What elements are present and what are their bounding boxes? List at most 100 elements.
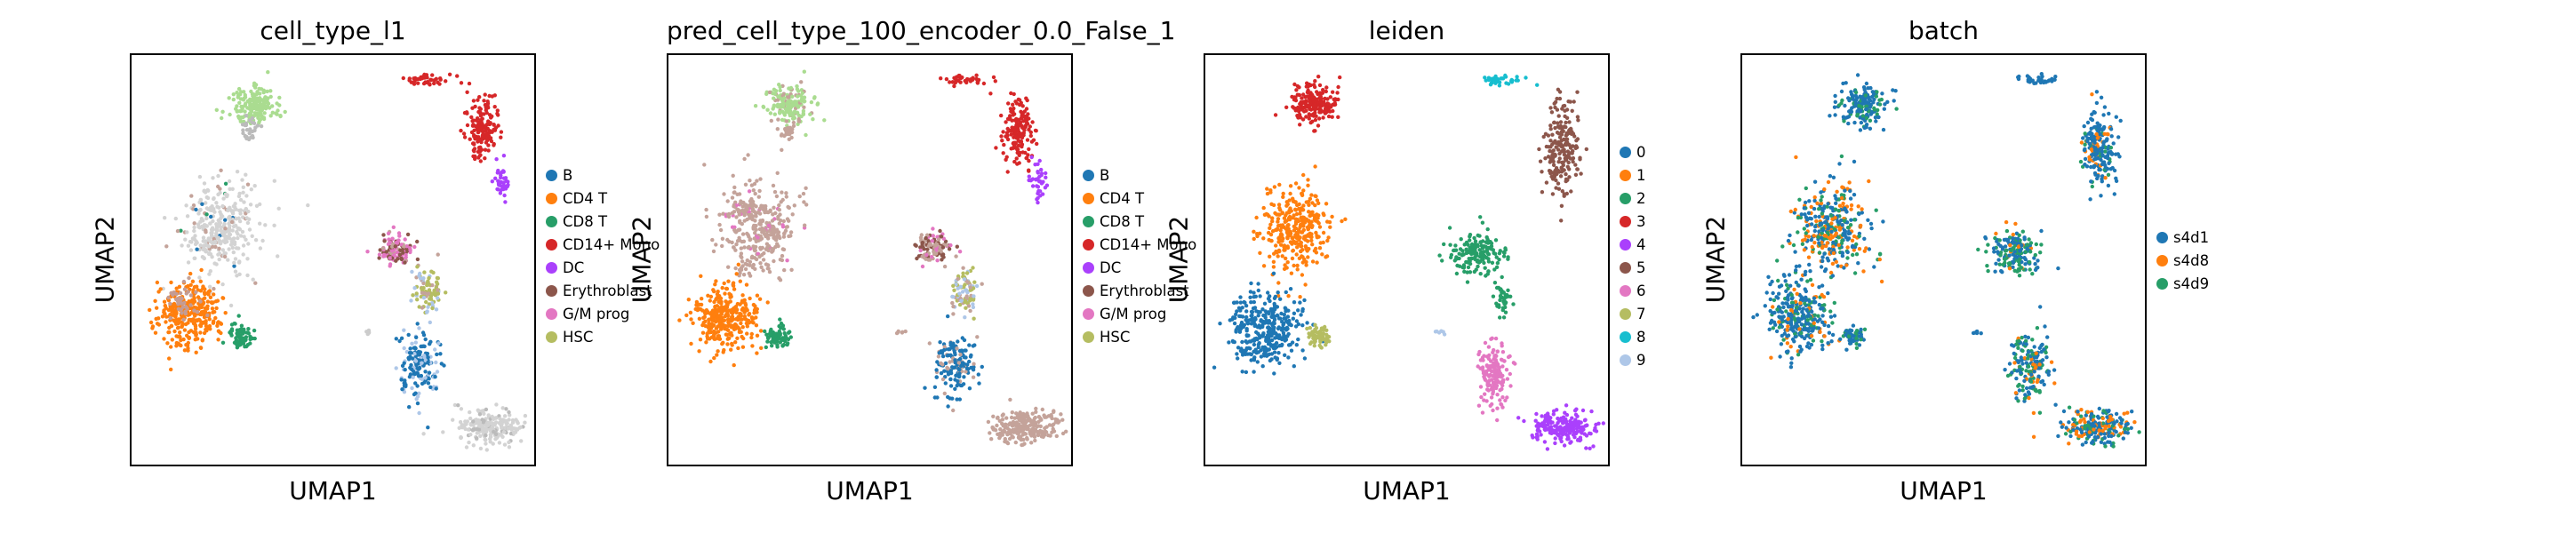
cell-point <box>192 256 196 260</box>
cell-point <box>480 128 484 133</box>
cell-point <box>1284 256 1288 261</box>
cell-point <box>249 89 253 94</box>
cell-point <box>1558 120 1564 124</box>
cell-point <box>747 189 752 194</box>
cell-point <box>1302 356 1308 361</box>
cell-point <box>764 332 769 337</box>
cell-point <box>1040 407 1044 412</box>
cell-point <box>1004 422 1008 427</box>
cell-point <box>1306 183 1310 187</box>
cell-point <box>1564 124 1568 130</box>
cell-point <box>967 359 972 364</box>
cell-point <box>410 269 414 274</box>
cell-point <box>735 336 740 340</box>
cell-point <box>967 386 972 391</box>
cell-point <box>1309 193 1314 197</box>
cell-point <box>190 279 196 283</box>
cell-point <box>946 372 951 377</box>
cell-point <box>1497 258 1501 262</box>
cell-point <box>994 146 998 150</box>
cell-point <box>215 204 220 209</box>
cell-point <box>702 163 707 167</box>
cell-point <box>725 342 730 346</box>
cell-point <box>920 264 925 269</box>
cell-point <box>971 375 976 379</box>
cell-point <box>708 298 712 303</box>
cell-point <box>1031 430 1036 435</box>
cell-point <box>1306 255 1310 259</box>
cell-point <box>475 431 479 435</box>
cell-point <box>776 230 781 235</box>
cell-point <box>1310 243 1315 247</box>
cell-point <box>396 231 402 235</box>
cell-point <box>1455 263 1460 268</box>
cell-point <box>932 250 936 254</box>
cell-point <box>788 99 793 104</box>
cell-point <box>1466 265 1471 270</box>
cell-point <box>417 365 422 370</box>
cell-point <box>507 410 511 415</box>
cell-point <box>519 439 524 443</box>
cell-point <box>467 440 471 445</box>
legend-label: CD14+ Mono <box>563 235 660 253</box>
cell-point <box>943 381 948 386</box>
cell-point <box>1292 311 1297 315</box>
cell-point <box>228 224 232 228</box>
cell-point <box>788 125 793 130</box>
cell-point <box>684 313 689 318</box>
cell-point <box>230 245 235 251</box>
cell-point <box>233 269 238 274</box>
cell-point <box>747 271 751 275</box>
cell-point <box>1019 434 1023 439</box>
cell-point <box>939 370 944 376</box>
cell-point <box>704 207 708 212</box>
cell-point <box>436 341 441 346</box>
cell-point <box>951 365 956 370</box>
cell-point <box>1006 101 1011 106</box>
cell-point <box>1458 247 1463 251</box>
cell-point <box>754 257 759 262</box>
cell-point <box>1482 260 1486 266</box>
cell-point <box>948 346 952 352</box>
cell-point <box>471 99 476 103</box>
cell-point <box>726 328 731 332</box>
cell-point <box>1011 435 1015 440</box>
cell-point <box>764 90 769 94</box>
cell-point <box>727 291 732 296</box>
cell-point <box>716 314 721 318</box>
cell-point <box>1276 290 1280 295</box>
cell-point <box>421 276 426 281</box>
cell-point <box>490 179 494 184</box>
cell-point <box>705 331 709 336</box>
cell-point <box>1304 263 1308 267</box>
cell-point <box>268 94 273 99</box>
cell-point <box>1315 334 1320 338</box>
cell-point <box>1550 132 1555 137</box>
cell-point <box>1277 182 1282 187</box>
cell-point <box>471 154 476 159</box>
cell-point <box>507 426 511 431</box>
cell-point <box>763 228 767 233</box>
cell-point <box>1336 115 1340 119</box>
cell-point <box>223 227 228 231</box>
cell-point <box>924 252 929 258</box>
cell-point <box>1562 152 1567 157</box>
cell-point <box>743 303 748 307</box>
cell-point <box>150 326 155 330</box>
cell-point <box>1238 295 1243 299</box>
cell-point <box>1554 178 1558 183</box>
cell-point <box>772 87 777 91</box>
cell-point <box>1020 104 1025 108</box>
cell-point <box>476 130 481 134</box>
cell-point <box>778 278 783 282</box>
cell-point <box>784 191 788 195</box>
cell-point <box>173 216 178 221</box>
cell-point <box>785 259 789 263</box>
cell-point <box>484 433 488 438</box>
cell-point <box>1548 123 1553 128</box>
cell-point <box>205 304 210 308</box>
cell-point <box>1236 356 1240 361</box>
cell-point <box>438 76 443 81</box>
cell-point <box>1552 101 1556 106</box>
cell-point <box>1332 100 1337 106</box>
